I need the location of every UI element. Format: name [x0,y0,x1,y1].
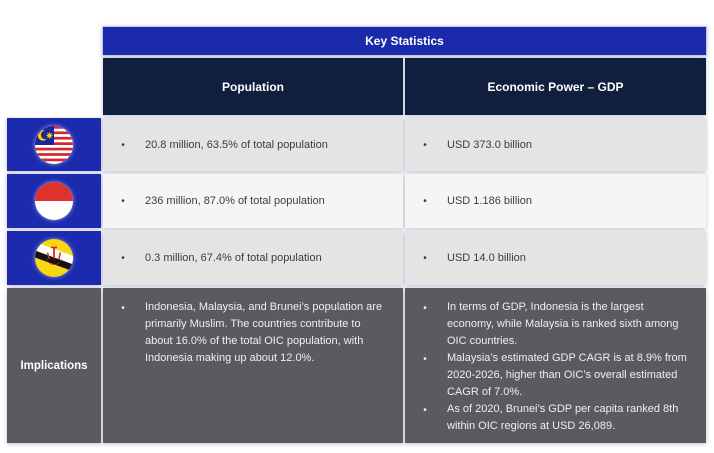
implications-population-cell: Indonesia, Malaysia, and Brunei’s popula… [103,288,403,443]
indonesia-flag-cell [7,174,101,228]
table-title: Key Statistics [103,27,706,55]
table-title-label: Key Statistics [365,34,444,48]
gdp-value-brunei: USD 14.0 billion [405,252,526,264]
brunei-flag-cell [7,231,101,285]
gdp-cell-brunei: USD 14.0 billion [405,231,706,285]
implications-gdp-bullet-3: As of 2020, Brunei’s GDP per capita rank… [405,401,692,435]
implications-gdp-bullet-2: Malaysia’s estimated GDP CAGR is at 8.9%… [405,350,692,401]
implications-label: Implications [20,359,88,372]
gdp-cell-indonesia: USD 1.186 billion [405,174,706,228]
gdp-header-label: Economic Power – GDP [487,79,624,94]
gdp-value-indonesia: USD 1.186 billion [405,195,532,207]
implications-population-bullet: Indonesia, Malaysia, and Brunei’s popula… [103,299,389,367]
implications-label-cell: Implications [7,288,101,443]
population-cell-malaysia: 20.8 million, 63.5% of total population [103,118,403,171]
population-value-brunei: 0.3 million, 67.4% of total population [103,252,322,264]
population-cell-indonesia: 236 million, 87.0% of total population [103,174,403,228]
population-header-label: Population [222,79,284,94]
key-statistics-table: Key Statistics Population Economic Power… [7,27,706,443]
population-value-malaysia: 20.8 million, 63.5% of total population [103,139,328,151]
population-value-indonesia: 236 million, 87.0% of total population [103,195,325,207]
gdp-value-malaysia: USD 373.0 billion [405,139,532,151]
column-header-gdp: Economic Power – GDP [405,58,706,115]
brunei-flag-icon [35,239,73,277]
population-cell-brunei: 0.3 million, 67.4% of total population [103,231,403,285]
implications-gdp-bullet-1: In terms of GDP, Indonesia is the larges… [405,299,692,350]
gdp-cell-malaysia: USD 373.0 billion [405,118,706,171]
column-header-population: Population [103,58,403,115]
malaysia-flag-cell [7,118,101,171]
malaysia-flag-icon [35,125,73,164]
implications-gdp-cell: In terms of GDP, Indonesia is the larges… [405,288,706,443]
indonesia-flag-icon [35,182,73,220]
